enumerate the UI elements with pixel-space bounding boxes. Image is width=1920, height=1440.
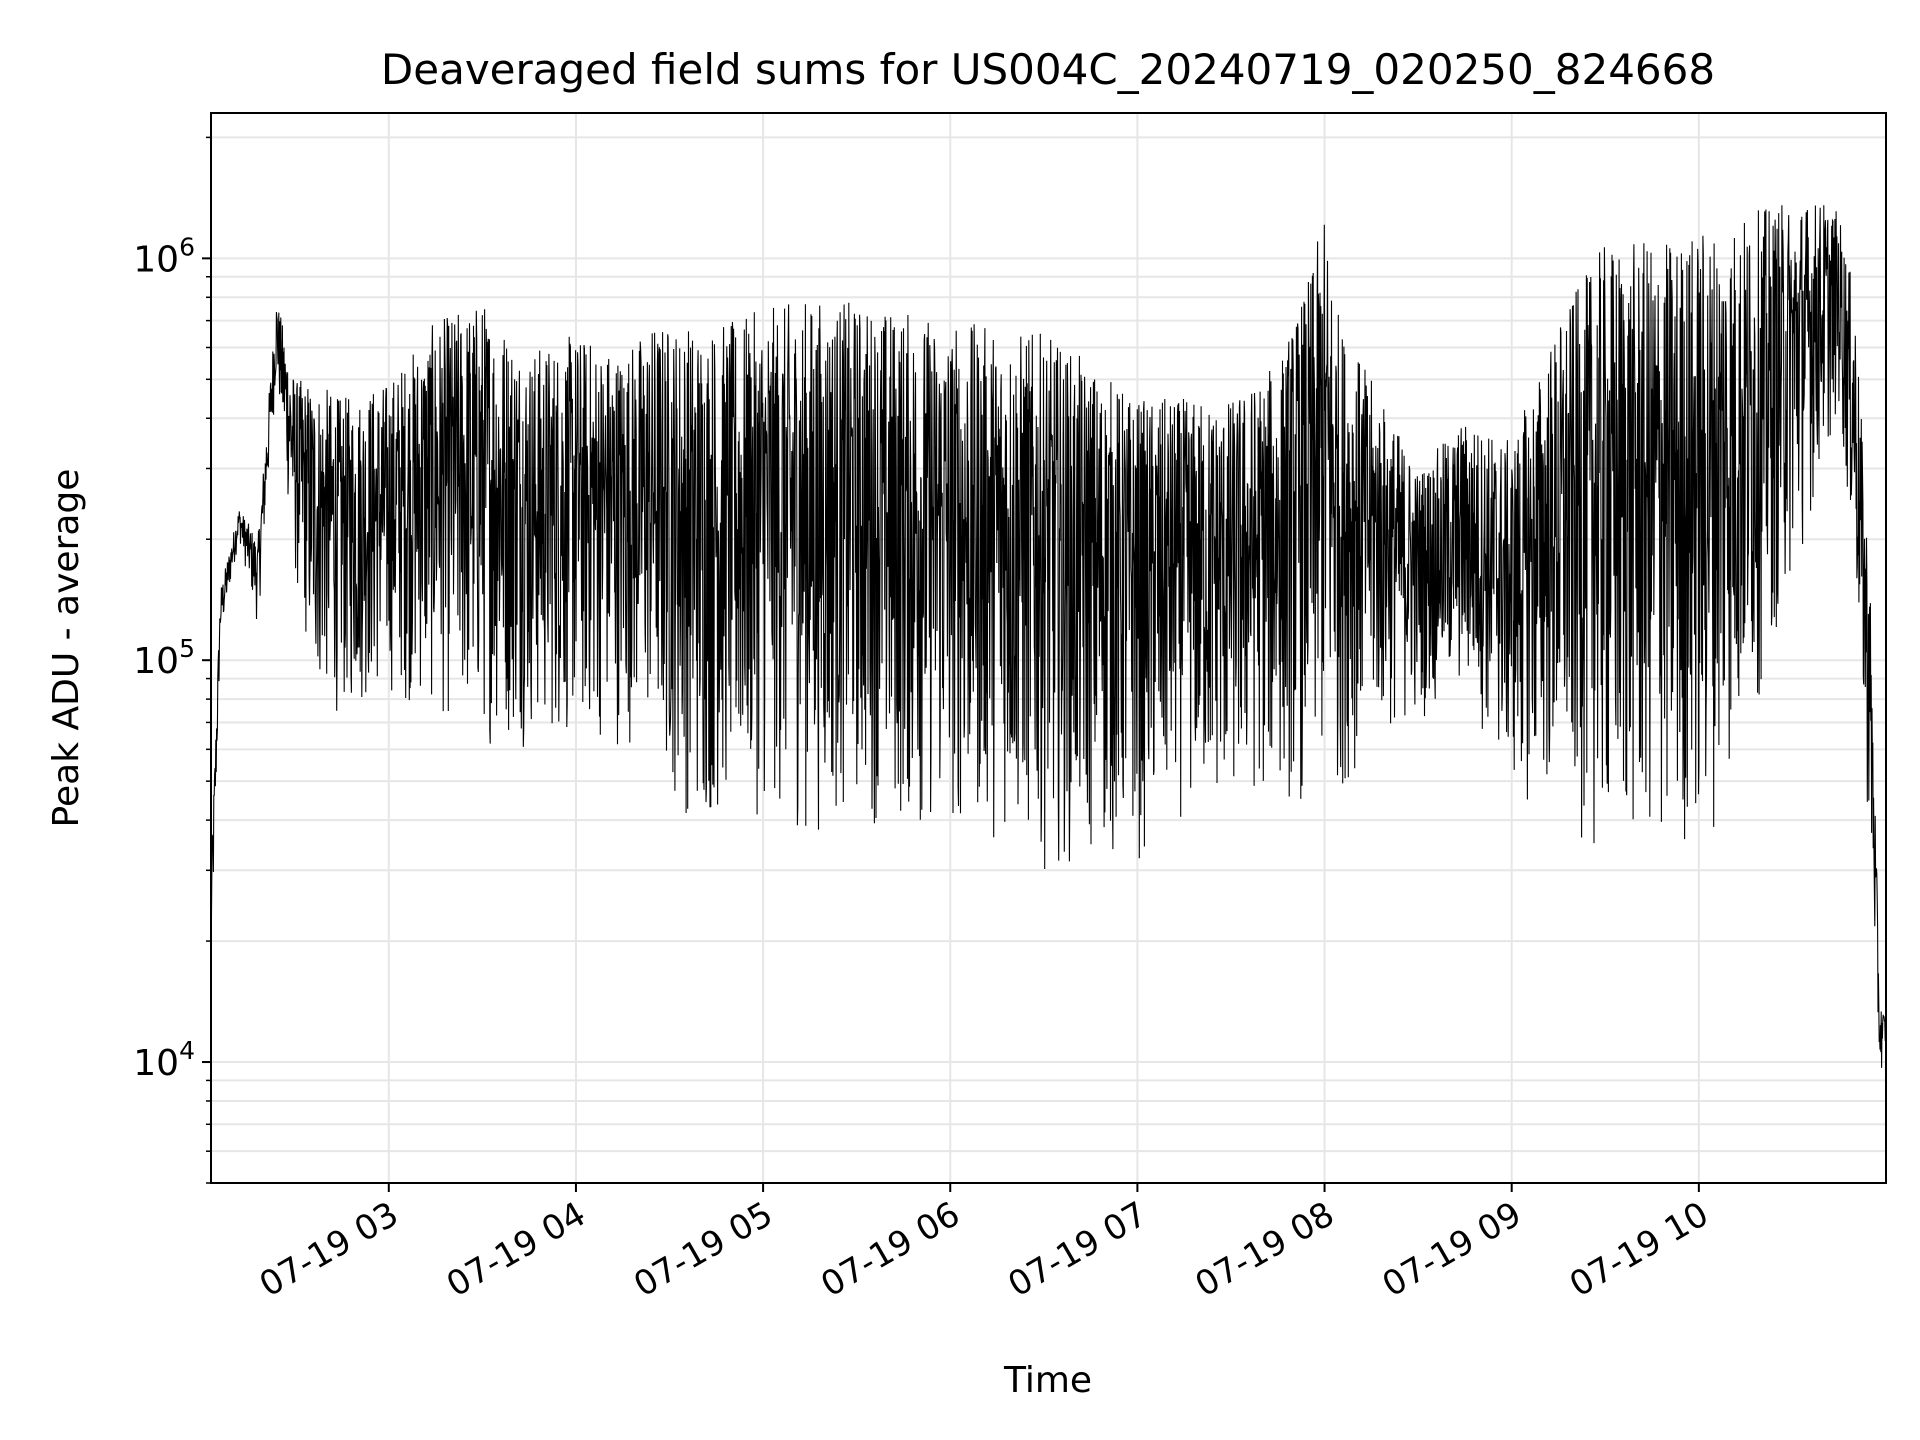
x-tick-label: 07-19 10 (1563, 1194, 1715, 1305)
y-tick-label: 104 (133, 1036, 195, 1084)
axis-ticks: 104 105 106 07-19 03 07-19 04 07-19 05 07-19 0… (133, 136, 1715, 1305)
x-tick-label: 07-19 08 (1189, 1194, 1341, 1305)
x-tick-label: 07-19 07 (1002, 1194, 1154, 1305)
x-tick-label: 07-19 05 (627, 1194, 779, 1305)
plot-area-frame (210, 112, 1887, 1184)
series-line (210, 205, 1887, 1068)
y-tick-label: 105 (133, 634, 195, 682)
x-tick-label: 07-19 09 (1376, 1194, 1528, 1305)
chart-title: Deaveraged field sums for US004C_2024071… (381, 45, 1715, 94)
data-line (210, 205, 1887, 1068)
x-axis-label: Time (1003, 1360, 1092, 1401)
y-tick-label: 106 (133, 232, 195, 280)
x-tick-label: 07-19 03 (253, 1194, 405, 1305)
x-tick-label: 07-19 06 (814, 1194, 966, 1305)
y-axis-label: Peak ADU - average (46, 469, 87, 828)
x-tick-label: 07-19 04 (440, 1194, 592, 1305)
